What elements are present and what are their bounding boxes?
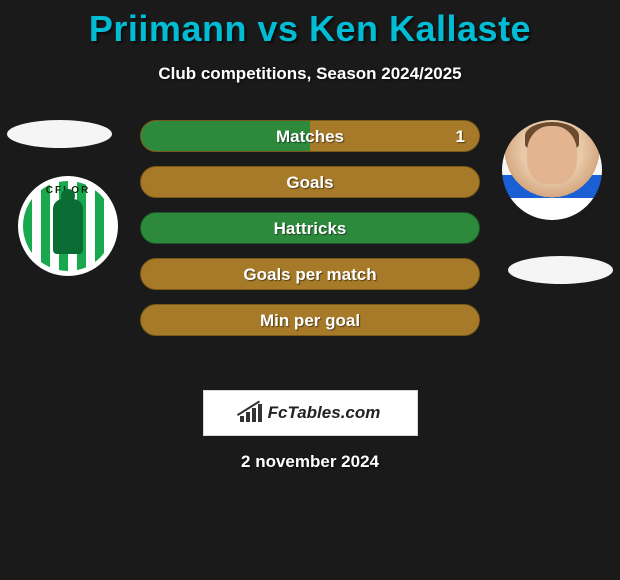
- right-player-column: [500, 120, 620, 380]
- right-player-photo: [502, 120, 602, 220]
- stat-bar-goals: Goals: [140, 166, 480, 198]
- page-title: Priimann vs Ken Kallaste: [0, 0, 620, 50]
- left-player-placeholder: [7, 120, 112, 148]
- right-club-placeholder: [508, 256, 613, 284]
- left-club-logo: CFLOR: [18, 176, 118, 276]
- subtitle: Club competitions, Season 2024/2025: [0, 64, 620, 84]
- stat-bar-min-per-goal: Min per goal: [140, 304, 480, 336]
- stat-label: Matches: [276, 127, 344, 146]
- stat-label: Min per goal: [260, 311, 360, 330]
- watermark: FcTables.com: [203, 390, 418, 436]
- date-text: 2 november 2024: [0, 452, 620, 472]
- stat-bar-matches: Matches 1: [140, 120, 480, 152]
- stat-bars-container: Matches 1 Goals Hattricks Goals per matc…: [140, 120, 480, 350]
- stat-label: Hattricks: [274, 219, 347, 238]
- club-figure-icon: [53, 199, 83, 254]
- stat-bar-hattricks: Hattricks: [140, 212, 480, 244]
- stat-label: Goals: [286, 173, 333, 192]
- stat-label: Goals per match: [243, 265, 376, 284]
- left-player-column: CFLOR: [0, 120, 120, 380]
- watermark-text: FcTables.com: [268, 403, 381, 423]
- comparison-area: CFLOR Matches 1 Goals Hattricks Goals pe…: [0, 120, 620, 380]
- bar-chart-icon: [240, 404, 262, 422]
- stat-right-value: 1: [456, 121, 465, 152]
- stat-bar-goals-per-match: Goals per match: [140, 258, 480, 290]
